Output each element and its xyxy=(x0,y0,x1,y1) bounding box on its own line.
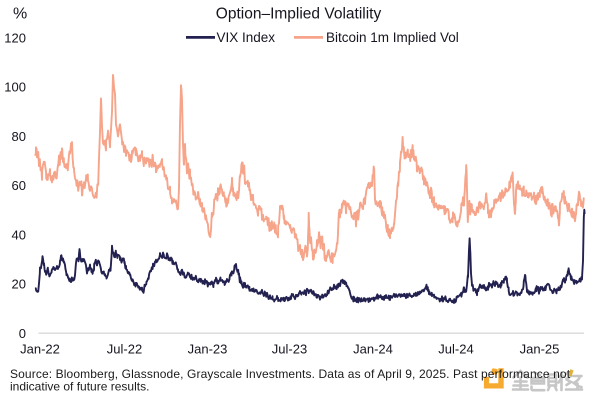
svg-text:Jul-22: Jul-22 xyxy=(107,342,142,357)
svg-text:VIX Index: VIX Index xyxy=(217,30,276,45)
svg-text:0: 0 xyxy=(19,326,26,341)
svg-text:Option–Implied Volatility: Option–Implied Volatility xyxy=(216,5,382,22)
svg-text:Jan-22: Jan-22 xyxy=(20,342,60,357)
svg-text:120: 120 xyxy=(4,30,26,45)
svg-text:60: 60 xyxy=(12,178,26,193)
svg-text:80: 80 xyxy=(12,129,26,144)
svg-text:20: 20 xyxy=(12,277,26,292)
svg-text:Jan-25: Jan-25 xyxy=(520,342,560,357)
svg-text:%: % xyxy=(13,6,27,23)
svg-text:Jul-24: Jul-24 xyxy=(438,342,473,357)
svg-text:Jan-23: Jan-23 xyxy=(188,342,228,357)
svg-text:Bitcoin 1m Implied Vol: Bitcoin 1m Implied Vol xyxy=(326,30,459,45)
svg-text:100: 100 xyxy=(4,80,26,95)
svg-text:Jul-23: Jul-23 xyxy=(272,342,307,357)
svg-text:Jan-24: Jan-24 xyxy=(353,342,393,357)
svg-text:indicative of future results.: indicative of future results. xyxy=(10,379,149,393)
svg-text:Source: Bloomberg, Glassnode,: Source: Bloomberg, Glassnode, Grayscale … xyxy=(10,367,571,381)
svg-text:40: 40 xyxy=(12,227,26,242)
